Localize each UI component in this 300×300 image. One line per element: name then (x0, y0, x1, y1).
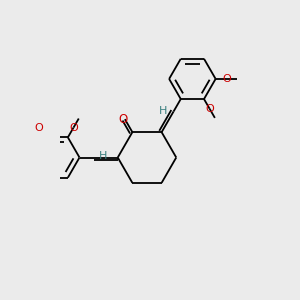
Text: O: O (69, 123, 78, 133)
Text: O: O (34, 123, 43, 133)
Text: H: H (159, 106, 167, 116)
Text: O: O (205, 104, 214, 114)
Text: H: H (99, 151, 107, 161)
Text: O: O (223, 74, 231, 84)
Text: O: O (119, 113, 128, 126)
